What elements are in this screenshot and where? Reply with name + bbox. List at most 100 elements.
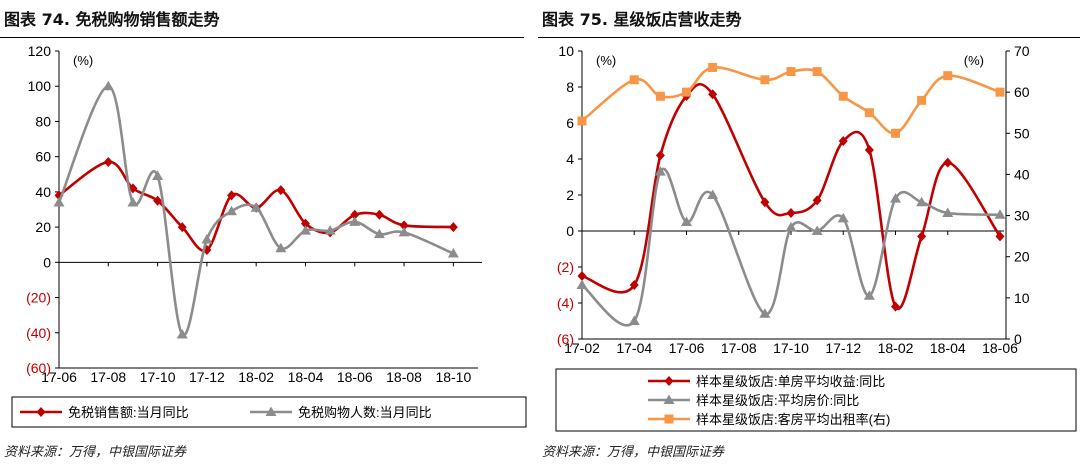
data-point [681, 216, 692, 226]
x-tick-label: 17-08 [90, 369, 126, 385]
data-point [447, 248, 459, 258]
duty-free-sales-chart: (60) (40) (20) 0 20 40 60 80 100 120 (%) 17-06 17-08… [11, 43, 527, 428]
x-tick-label: 17-12 [825, 340, 861, 356]
x-tick-label: 17-10 [140, 369, 176, 385]
data-point [942, 207, 954, 217]
data-point [275, 242, 287, 253]
data-point [682, 87, 691, 97]
data-point [227, 190, 237, 201]
data-point [943, 157, 953, 168]
chart-panel-left: 图表 74. 免税购物销售额走势 (60) (40) (20) 0 20 40 60 80 10… [0, 0, 528, 467]
figure-title: 图表 75. 星级饭店营收走势 [542, 10, 742, 29]
star-hotel-revenue-chart: (6) (4) (2) 0 2 4 6 8 10 0 10 20 30 40 50 60 70 (%) (%) 17-… [555, 43, 1077, 432]
data-point [349, 216, 361, 226]
data-point [811, 225, 823, 235]
y2-tick-label: 10 [1014, 290, 1030, 306]
data-point [127, 196, 139, 207]
y2-tick-label: 70 [1014, 43, 1030, 59]
data-point [299, 225, 311, 235]
y-tick-label: 10 [558, 43, 574, 59]
x-tick-label: 17-10 [773, 340, 809, 356]
data-point [350, 209, 360, 220]
data-point [995, 231, 1005, 242]
data-point [250, 202, 262, 212]
data-point [812, 67, 822, 77]
data-point [201, 233, 213, 244]
data-point [707, 189, 719, 199]
data-point [655, 150, 665, 161]
y-tick-label: (4) [557, 295, 574, 311]
y-tick-label: (6) [557, 331, 574, 347]
data-point [176, 329, 188, 339]
y-tick-label: (2) [557, 259, 574, 275]
y-tick-label: 8 [566, 79, 574, 95]
x-tick-label: 17-04 [616, 340, 652, 356]
data-point [786, 208, 796, 218]
data-point [664, 414, 674, 424]
unit-label: (%) [73, 53, 93, 68]
data-point [53, 196, 65, 207]
data-point [708, 89, 718, 100]
y2-tick-label: 20 [1014, 249, 1030, 265]
legend: 样本星级饭店:单房平均收益:同比样本星级饭店:平均房价:同比样本星级饭店:客房平… [555, 368, 1077, 432]
y-tick-label: 100 [28, 78, 52, 94]
data-point [448, 222, 458, 233]
data-point [837, 212, 849, 223]
data-point [759, 308, 771, 318]
y-tick-label: 60 [35, 149, 51, 165]
series-triangle [576, 166, 1006, 327]
y-tick-label: 80 [35, 113, 51, 129]
x-tick-label: 18-10 [435, 369, 471, 385]
x-tick-label: 18-02 [238, 369, 274, 385]
y2-tick-label: 30 [1014, 208, 1030, 224]
y-tick-label: 0 [566, 223, 574, 239]
figure-title: 图表 74. 免税购物销售额走势 [4, 10, 220, 29]
data-point [226, 205, 238, 216]
legend: 免税销售额:当月同比 免税购物人数:当月同比 [11, 396, 527, 428]
source-note: 资料来源：万得，中银国际证券 [542, 445, 725, 460]
y-tick-label: 0 [43, 254, 51, 270]
x-tick-label: 17-02 [564, 340, 600, 356]
data-point [995, 87, 1005, 97]
x-tick-label: 18-06 [982, 340, 1018, 356]
data-point [664, 376, 674, 386]
data-point [917, 231, 927, 242]
data-point [890, 193, 901, 203]
x-tick-label: 18-04 [288, 369, 324, 385]
data-point [177, 222, 187, 233]
y-tick-label: 2 [566, 187, 574, 203]
y-tick-label: 20 [35, 219, 51, 235]
data-point [917, 95, 927, 105]
data-point [576, 279, 588, 289]
title-rule [0, 37, 524, 38]
data-point [152, 170, 164, 181]
y-tick-label: 40 [35, 184, 51, 200]
data-point [398, 226, 410, 237]
legend-label: 免税购物人数:当月同比 [298, 405, 432, 420]
data-point [812, 195, 822, 206]
series-triangle [53, 80, 459, 339]
data-point [102, 80, 114, 91]
data-point [663, 394, 675, 404]
y-tick-label: (60) [26, 360, 51, 376]
data-point [838, 136, 848, 146]
data-point [36, 407, 46, 417]
y2-tick-label: 40 [1014, 166, 1030, 182]
y2-tick-label: 60 [1014, 84, 1030, 100]
data-point [628, 315, 640, 325]
data-point [785, 221, 797, 232]
x-tick-label: 18-02 [878, 340, 914, 356]
legend-label: 样本星级饭店:客房平均出租率(右) [696, 412, 890, 427]
data-point [786, 67, 796, 77]
source-note: 资料来源：万得，中银国际证券 [4, 445, 187, 460]
series-square [577, 62, 1005, 138]
data-point [373, 228, 385, 239]
unit-label: (%) [964, 53, 984, 68]
data-point [943, 71, 953, 81]
x-tick-label: 17-12 [189, 369, 225, 385]
x-tick-label: 17-06 [669, 340, 705, 356]
data-point [760, 75, 770, 85]
y2-tick-label: 50 [1014, 125, 1030, 141]
data-point [654, 166, 666, 176]
data-point [708, 62, 718, 72]
